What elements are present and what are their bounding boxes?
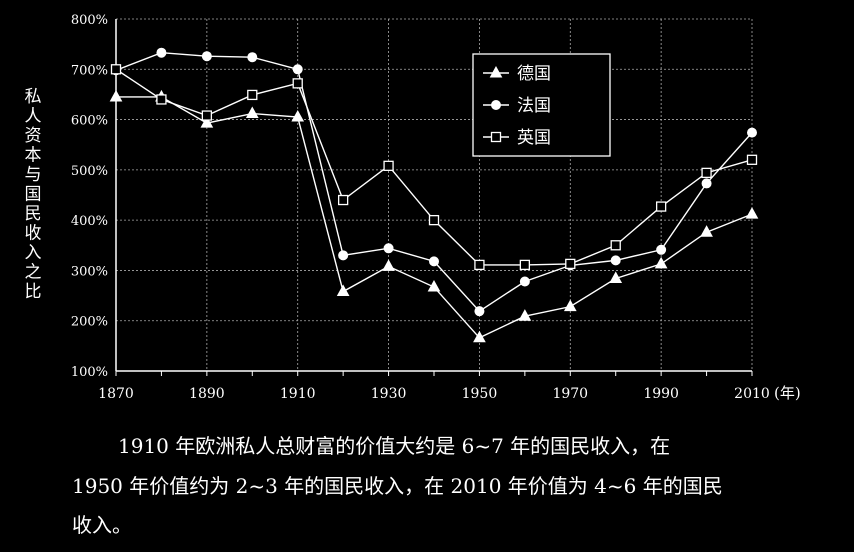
marker-triangle [654,256,668,269]
x-tick-label: 1930 [371,386,407,402]
marker-triangle [109,89,123,102]
y-axis-label-char: 民 [25,204,42,224]
marker-triangle [291,110,305,122]
chart: 100% 200% 300% 400% 500% 600% 700% 800% 1870 1890… [25,13,801,402]
marker-triangle [489,65,503,78]
marker-circle [701,178,712,189]
grid [115,18,753,372]
y-axis-label-char: 之 [25,263,42,283]
series-triangle [109,89,759,343]
marker-square [655,201,667,212]
x-tick-label: 1970 [552,386,588,402]
marker-square [247,89,258,101]
y-tick-label: 800% [71,13,108,28]
series-circle [111,47,757,317]
marker-triangle [609,271,623,283]
marker-triangle [700,225,713,237]
y-tick-label: 600% [71,114,108,129]
marker-triangle [200,116,214,128]
marker-square [383,160,394,171]
y-tick-label: 100% [71,365,108,380]
marker-square [156,94,167,105]
legend-label: 德国 [517,64,551,84]
plot-area [116,19,752,371]
marker-square [201,110,213,121]
marker-circle [292,64,303,75]
tick-labels: 100% 200% 300% 400% 500% 600% 700% 800% 1870 1890… [71,13,770,402]
marker-circle [747,127,757,138]
marker-square [610,240,621,251]
caption-line-2: 1950 年价值约为 2~3 年的国民收入，在 2010 年价值为 4~6 年的… [72,474,723,498]
marker-square [490,131,502,143]
marker-circle [338,250,349,261]
marker-circle [201,51,212,62]
marker-circle [491,100,501,110]
marker-square [292,78,303,89]
marker-square [110,64,122,75]
y-tick-label: 500% [71,164,108,179]
marker-square [565,258,576,270]
y-tick-label: 700% [71,63,108,78]
legend-label: 英国 [517,128,551,148]
x-tick-label: 1950 [462,386,498,402]
marker-triangle [245,106,259,119]
y-axis-label-char: 比 [25,282,42,302]
marker-circle [383,243,394,254]
marker-circle [156,47,167,58]
caption-line-3: 收入。 [72,513,132,537]
marker-triangle [745,207,759,219]
y-tick-label: 200% [71,315,108,330]
marker-square [428,214,440,226]
marker-square [746,154,758,165]
y-tick-label: 300% [71,264,108,279]
y-axis-label-char: 私 [25,87,42,107]
y-tick-label: 400% [71,214,108,229]
marker-square [337,194,349,206]
y-axis-label-char: 入 [25,243,42,263]
marker-square [519,259,531,271]
y-axis-label-char: 资 [25,126,42,146]
marker-circle [519,276,530,287]
marker-triangle [518,309,532,321]
marker-circle [429,256,439,267]
series-square [110,64,758,271]
x-tick-label: 1910 [280,386,316,402]
marker-square [474,259,485,271]
series-group [109,47,759,343]
x-tick-label: 1890 [189,386,225,402]
y-axis-label-char: 人 [25,107,42,127]
legend-label: 法国 [517,96,551,116]
marker-triangle [473,330,486,343]
marker-square [701,167,712,179]
marker-circle [610,255,621,266]
marker-circle [247,52,258,63]
x-tick-label: 2010 [734,386,770,402]
marker-circle [474,306,485,317]
x-tick-label: 1870 [98,386,134,402]
axes [115,19,753,376]
marker-triangle [382,259,395,271]
caption-line-1: 1910 年欧洲私人总财富的价值大约是 6~7 年的国民收入，在 [118,434,671,458]
y-axis-label: 私人资本与国民收入之比 [25,87,42,302]
y-axis-label-char: 本 [25,146,42,166]
marker-circle [656,244,667,255]
y-axis-label-char: 收 [25,224,42,244]
marker-triangle [563,299,577,312]
x-tick-label: 1990 [643,386,679,402]
x-axis-unit-label: (年) [774,384,801,402]
marker-triangle [427,279,441,292]
y-axis-label-char: 国 [25,185,42,205]
marker-triangle [336,284,350,297]
y-axis-label-char: 与 [25,165,42,185]
